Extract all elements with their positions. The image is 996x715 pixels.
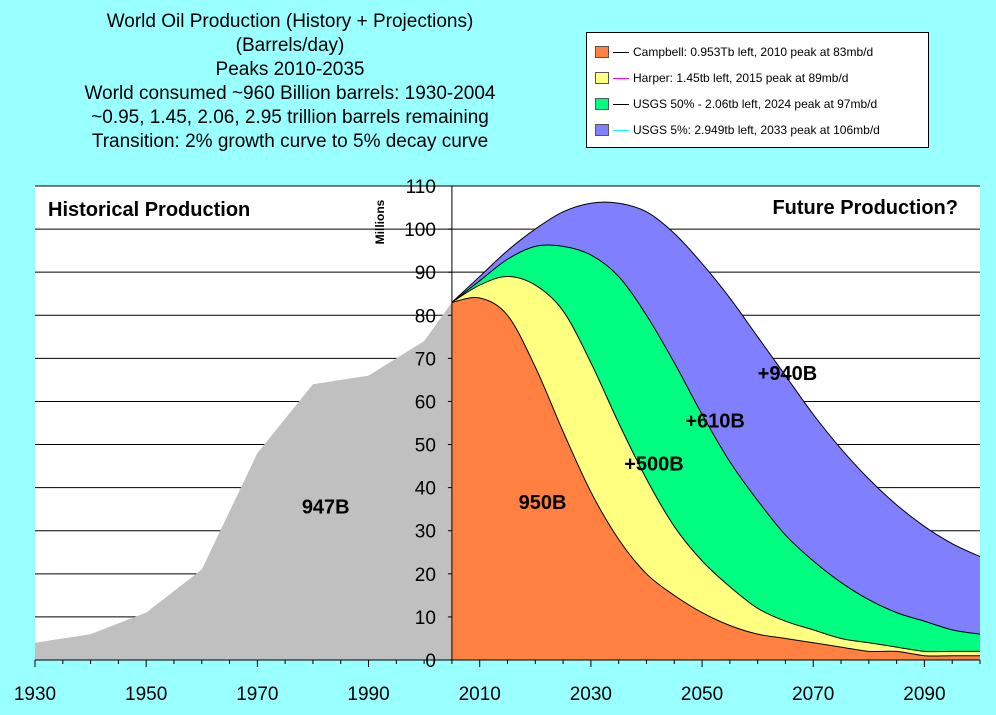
- title-line: Transition: 2% growth curve to 5% decay …: [91, 131, 489, 152]
- legend-swatch: [595, 124, 609, 136]
- y-tick-label: 40: [415, 479, 436, 500]
- area-label: +940B: [758, 363, 818, 385]
- legend-label: Campbell: 0.953Tb left, 2010 peak at 83m…: [633, 45, 874, 59]
- y-tick-label: 60: [415, 392, 436, 413]
- area-label: 950B: [519, 492, 567, 514]
- series-area: [451, 297, 981, 660]
- title-line: World consumed ~960 Billion barrels: 193…: [84, 83, 496, 104]
- future-label: Future Production?: [772, 197, 958, 219]
- x-tick-label: 1930: [14, 684, 56, 705]
- legend-swatch: [595, 98, 609, 110]
- legend-label: Harper: 1.45tb left, 2015 peak at 89mb/d: [633, 71, 849, 85]
- legend-label: USGS 5%: 2.949tb left, 2033 peak at 106m…: [633, 123, 880, 137]
- y-axis-label: Millions: [373, 199, 387, 244]
- legend-item-campbell: Campbell: 0.953Tb left, 2010 peak at 83m…: [595, 39, 920, 65]
- legend-line: [613, 77, 629, 79]
- legend-swatch: [595, 72, 609, 84]
- y-tick-label: 110: [406, 177, 436, 198]
- chart-title: World Oil Production (History + Projecti…: [0, 10, 580, 154]
- historical-area: [35, 302, 452, 660]
- y-tick-label: 0: [425, 651, 436, 672]
- series-line: [451, 244, 981, 635]
- series-line: [451, 275, 980, 653]
- x-tick-label: 1950: [125, 684, 167, 705]
- title-line: Peaks 2010-2035: [215, 59, 365, 80]
- legend-item-harper: Harper: 1.45tb left, 2015 peak at 89mb/d: [595, 65, 920, 91]
- x-tick-label: 2070: [792, 684, 834, 705]
- historical-label: Historical Production: [48, 199, 250, 221]
- series-line: [451, 297, 980, 657]
- y-tick-label: 50: [415, 436, 436, 457]
- legend-line: [613, 103, 629, 105]
- area-label: +610B: [685, 410, 745, 432]
- title-line: ~0.95, 1.45, 2.06, 2.95 trillion barrels…: [91, 107, 489, 128]
- x-tick-label: 2010: [459, 684, 501, 705]
- title-line: World Oil Production (History + Projecti…: [106, 11, 474, 32]
- y-tick-label: 100: [404, 220, 436, 241]
- annotation-labels: Historical Production Future Production? 9…: [48, 197, 958, 518]
- legend-item-usgs50: USGS 50% - 2.06tb left, 2024 peak at 97m…: [595, 91, 920, 117]
- legend-item-usgs5: USGS 5%: 2.949tb left, 2033 peak at 106m…: [595, 117, 920, 143]
- area-label: 947B: [302, 496, 350, 518]
- y-tick-label: 90: [415, 263, 436, 284]
- area-series: [35, 201, 981, 661]
- y-tick-label: 20: [415, 565, 436, 586]
- legend-swatch: [595, 46, 609, 58]
- x-tick-label: 2090: [903, 684, 945, 705]
- x-tick-label: 2050: [681, 684, 723, 705]
- area-label: +500B: [624, 453, 684, 475]
- series-line: [451, 201, 981, 558]
- y-tick-label: 30: [415, 522, 436, 543]
- x-tick-label: 1970: [236, 684, 278, 705]
- x-tick-label: 2030: [570, 684, 612, 705]
- y-tick-label: 10: [415, 608, 436, 629]
- y-tick-label: 80: [415, 306, 436, 327]
- x-tick-label: 1990: [347, 684, 389, 705]
- title-line: (Barrels/day): [235, 35, 345, 56]
- legend-label: USGS 50% - 2.06tb left, 2024 peak at 97m…: [633, 97, 878, 111]
- legend-line: [613, 129, 629, 131]
- y-tick-label: 70: [415, 349, 436, 370]
- axes: [34, 185, 981, 667]
- legend: Campbell: 0.953Tb left, 2010 peak at 83m…: [586, 32, 929, 148]
- legend-line: [613, 51, 629, 53]
